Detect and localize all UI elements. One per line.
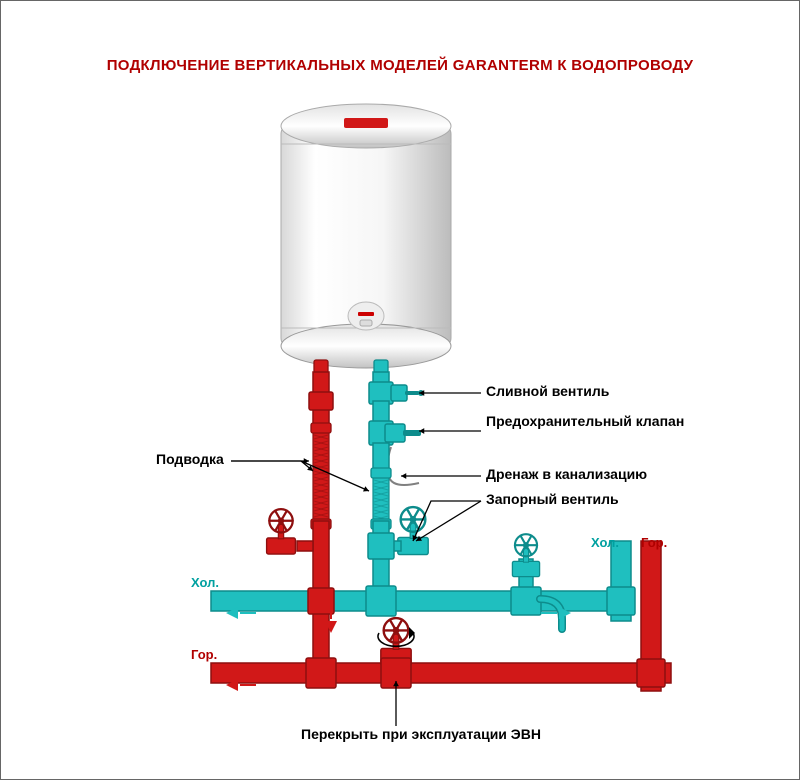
label-drainage: Дренаж в канализацию [486, 466, 647, 482]
label-cold-left: Хол. [191, 575, 219, 590]
label-supply-hose: Подводка [156, 451, 224, 467]
label-hot-left: Гор. [191, 647, 217, 662]
label-drain-valve: Сливной вентиль [486, 383, 609, 399]
label-close-when-operating: Перекрыть при эксплуатации ЭВН [301, 726, 541, 742]
plumbing-diagram [1, 1, 800, 781]
label-shutoff-valve: Запорный вентиль [486, 491, 619, 507]
label-cold-right: Хол. [591, 535, 619, 550]
label-hot-right: Гор. [641, 535, 667, 550]
label-safety-valve: Предохранительный клапан [486, 414, 684, 429]
